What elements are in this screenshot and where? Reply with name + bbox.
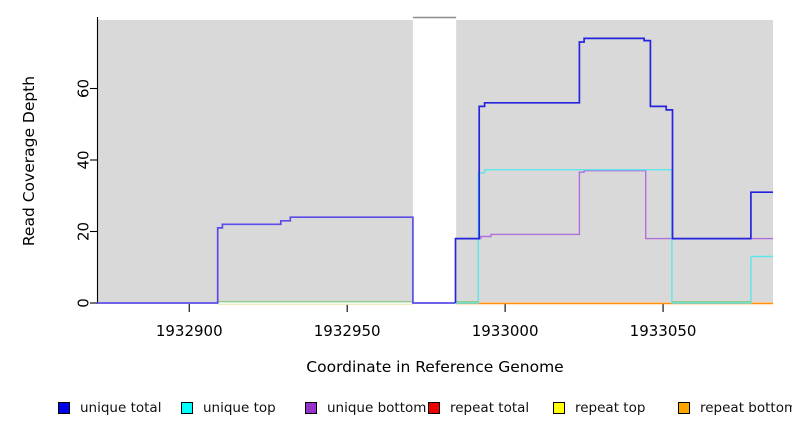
legend-item-repeat-bottom: repeat bottom [678, 398, 792, 418]
legend-label: repeat top [575, 400, 646, 416]
legend-label: unique total [80, 400, 162, 416]
legend-swatch-unique-total [58, 402, 70, 414]
legend-swatch-repeat-top [553, 402, 565, 414]
legend-label: unique top [203, 400, 276, 416]
series-line-unique-bottom [456, 169, 773, 240]
highlight-region-1 [456, 20, 773, 302]
legend: unique total unique top unique bottom repea… [0, 398, 792, 420]
legend-item-repeat-top: repeat top [553, 398, 645, 418]
legend-item-unique-top: unique top [181, 398, 276, 418]
legend-item-repeat-total: repeat total [428, 398, 529, 418]
legend-swatch-unique-top [181, 402, 193, 414]
legend-label: unique bottom [327, 400, 427, 416]
series-line-unique-total [97, 216, 456, 304]
y-axis-title: Read Coverage Depth [20, 75, 38, 247]
x-tick-label: 1932900 [156, 322, 223, 340]
x-tick-label: 1933050 [630, 322, 697, 340]
legend-item-unique-bottom: unique bottom [305, 398, 426, 418]
highlight-region-0 [97, 20, 413, 302]
legend-item-unique-total: unique total [58, 398, 161, 418]
x-axis-title: Coordinate in Reference Genome [306, 358, 564, 376]
legend-swatch-unique-bottom [305, 402, 317, 414]
legend-swatch-repeat-bottom [678, 402, 690, 414]
y-tick-label: 60 [75, 79, 93, 98]
legend-swatch-repeat-total [428, 402, 440, 414]
y-tick-label: 0 [75, 298, 93, 308]
x-tick-label: 1932950 [314, 322, 381, 340]
series-line-unique-total-1 [454, 37, 773, 303]
legend-label: repeat bottom [700, 400, 792, 416]
y-tick-label: 20 [75, 222, 93, 241]
x-tick-label: 1933000 [472, 322, 539, 340]
y-tick-label: 40 [75, 150, 93, 169]
legend-label: repeat total [450, 400, 530, 416]
